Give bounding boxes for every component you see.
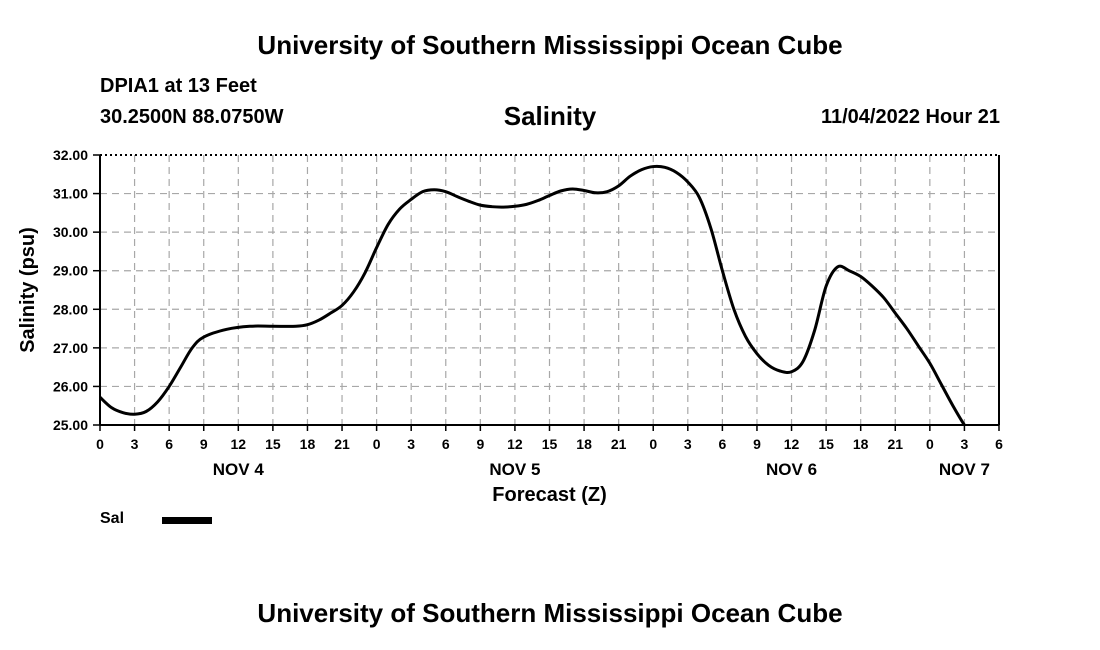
day-label: NOV 5 [489, 460, 540, 479]
x-tick-label: 0 [649, 436, 657, 452]
y-tick-label: 29.00 [53, 263, 88, 279]
x-tick-label: 21 [887, 436, 903, 452]
y-tick-label: 28.00 [53, 301, 88, 317]
y-tick-label: 27.00 [53, 340, 88, 356]
series-line-sal [100, 164, 967, 425]
legend-label: Sal [100, 510, 125, 527]
station-label: DPIA1 at 13 Feet [100, 75, 257, 97]
x-tick-label: 3 [961, 436, 969, 452]
x-tick-label: 3 [131, 436, 139, 452]
x-tick-label: 12 [507, 436, 523, 452]
day-label: NOV 4 [213, 460, 265, 479]
x-tick-label: 15 [818, 436, 834, 452]
x-tick-label: 18 [576, 436, 592, 452]
y-tick-label: 25.00 [53, 417, 88, 433]
x-tick-label: 3 [407, 436, 415, 452]
y-tick-label: 31.00 [53, 186, 88, 202]
x-tick-label: 0 [96, 436, 104, 452]
x-tick-label: 12 [231, 436, 247, 452]
y-tick-label: 30.00 [53, 224, 88, 240]
chart-title: Salinity [503, 101, 597, 131]
x-tick-label: 9 [200, 436, 208, 452]
x-tick-label: 15 [542, 436, 558, 452]
x-tick-label: 21 [334, 436, 350, 452]
org-title: University of Southern Mississippi Ocean… [257, 30, 843, 60]
day-label: NOV 6 [766, 460, 817, 479]
x-tick-label: 6 [995, 436, 1003, 452]
y-tick-label: 32.00 [53, 147, 88, 163]
x-tick-label: 3 [684, 436, 692, 452]
x-tick-label: 0 [373, 436, 381, 452]
x-tick-label: 18 [300, 436, 316, 452]
x-tick-label: 9 [753, 436, 761, 452]
forecast-datetime: 11/04/2022 Hour 21 [820, 106, 1000, 128]
x-tick-label: 15 [265, 436, 281, 452]
x-tick-label: 18 [853, 436, 869, 452]
x-tick-label: 12 [784, 436, 800, 452]
y-tick-label: 26.00 [53, 378, 88, 394]
y-axis-title: Salinity (psu) [17, 227, 39, 353]
x-tick-label: 21 [611, 436, 627, 452]
x-tick-label: 0 [926, 436, 934, 452]
x-axis-title: Forecast (Z) [492, 484, 606, 506]
x-tick-label: 9 [476, 436, 484, 452]
station-coordinates: 30.2500N 88.0750W [100, 106, 284, 128]
x-tick-label: 6 [442, 436, 450, 452]
x-tick-label: 6 [165, 436, 173, 452]
legend-swatch [162, 517, 212, 524]
footer-org-title: University of Southern Mississippi Ocean… [257, 598, 843, 628]
x-tick-label: 6 [718, 436, 726, 452]
day-label: NOV 7 [939, 460, 990, 479]
